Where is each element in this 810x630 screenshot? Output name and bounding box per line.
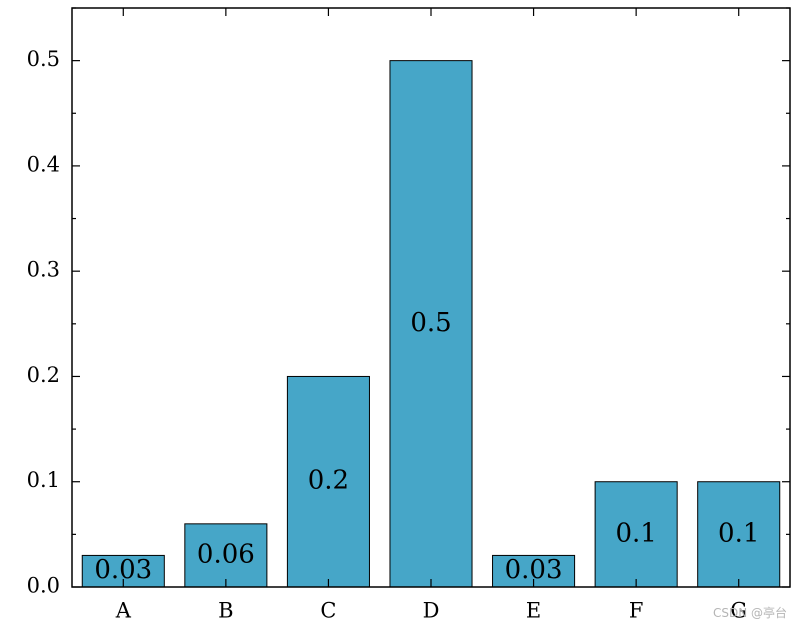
x-tick-label: D xyxy=(423,599,440,623)
y-tick-label: 0.4 xyxy=(27,152,60,176)
x-tick-label: A xyxy=(115,599,132,623)
bar-F xyxy=(594,481,678,588)
y-tick-label: 0.1 xyxy=(27,468,60,492)
x-tick-label: F xyxy=(629,599,644,623)
data-label-D: 0.5 xyxy=(410,308,451,338)
bar-D xyxy=(389,60,473,588)
x-tick-label: B xyxy=(218,599,233,623)
data-label-B: 0.06 xyxy=(197,539,255,569)
x-tick-label: C xyxy=(320,599,336,623)
watermark: CSDN @亭台 xyxy=(713,606,788,620)
y-tick-label: 0.5 xyxy=(27,47,60,71)
x-tick-label: G xyxy=(730,599,747,623)
bar-C xyxy=(286,375,370,588)
bar-B xyxy=(184,523,268,588)
x-tick-label: E xyxy=(526,599,541,623)
y-tick-label: 0.0 xyxy=(27,574,60,598)
y-tick-label: 0.2 xyxy=(27,363,60,387)
data-label-G: 0.1 xyxy=(718,518,759,548)
y-tick-label: 0.3 xyxy=(27,258,60,282)
data-label-C: 0.2 xyxy=(308,466,349,496)
data-label-F: 0.1 xyxy=(615,518,656,548)
